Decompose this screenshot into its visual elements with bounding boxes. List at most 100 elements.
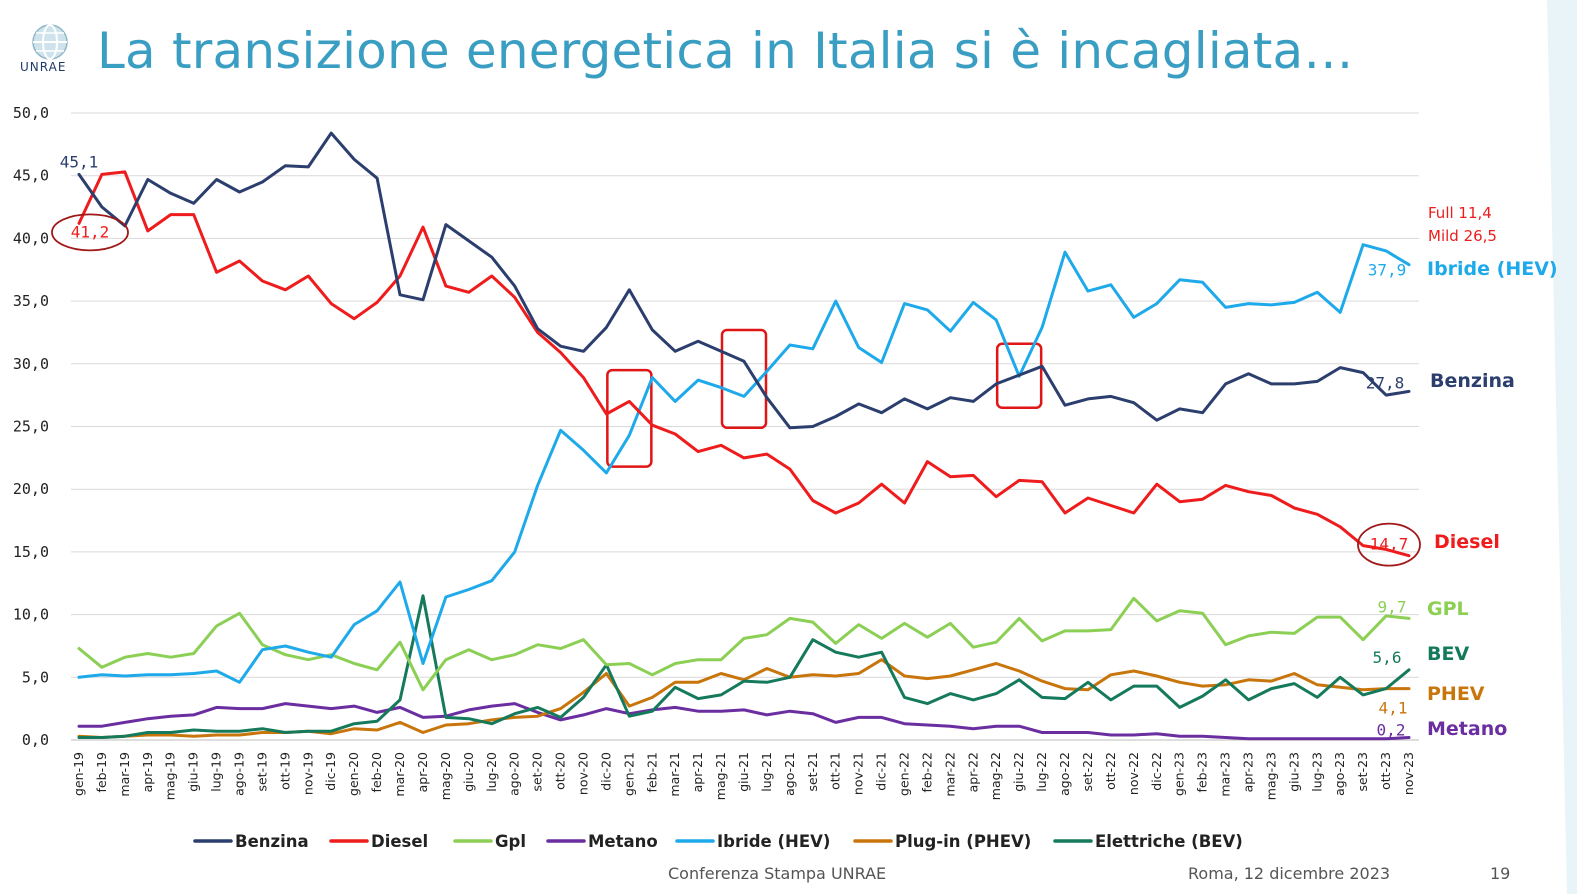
x-tick-label: ago-20 — [507, 752, 522, 796]
end-label-bev: BEV — [1427, 643, 1469, 665]
x-tick-label: set-21 — [805, 752, 820, 792]
series-line-hev — [77, 243, 1411, 684]
x-tick-label: feb-19 — [94, 752, 109, 792]
x-tick-label: apr-19 — [140, 752, 155, 792]
value-label-metano: 0,2 — [1377, 720, 1406, 739]
x-tick-label: ago-19 — [232, 752, 247, 796]
y-tick-label: 45,0 — [13, 167, 49, 185]
value-label-diesel: 41,2 — [71, 222, 110, 241]
x-tick-label: lug-19 — [209, 752, 224, 792]
x-tick-label: ott-19 — [277, 752, 292, 790]
x-tick-label: mag-19 — [163, 752, 178, 800]
grid-lines — [71, 112, 1419, 741]
x-tick-label: ott-22 — [1103, 752, 1118, 790]
y-tick-label: 50,0 — [13, 104, 49, 122]
x-tick-label: dic-20 — [598, 752, 613, 791]
x-tick-label: lug-23 — [1309, 752, 1324, 792]
y-tick-label: 40,0 — [13, 229, 49, 247]
end-label-metano: Metano — [1427, 718, 1507, 740]
x-tick-label: ott-20 — [553, 752, 568, 790]
legend-label-gpl: Gpl — [495, 832, 526, 851]
series-line-benzina — [77, 131, 1411, 430]
end-label-hev: Ibride (HEV) — [1427, 258, 1558, 280]
end-label-benzina: Benzina — [1430, 370, 1515, 392]
x-tick-label: dic-19 — [323, 752, 338, 791]
series-line-metano — [77, 702, 1411, 741]
x-tick-label: set-20 — [530, 752, 545, 792]
slide-title: La transizione energetica in Italia si è… — [97, 22, 1354, 80]
value-label-phev: 4,1 — [1379, 699, 1408, 718]
highlight-circle — [51, 213, 129, 252]
legend-label-phev: Plug-in (PHEV) — [895, 832, 1031, 851]
page-number: 19 — [1490, 864, 1511, 883]
y-tick-label: 35,0 — [13, 292, 49, 310]
x-tick-label: mag-20 — [438, 752, 453, 800]
x-tick-label: giu-23 — [1286, 752, 1301, 792]
highlight-boxes — [606, 328, 1043, 468]
series-line-phev — [77, 658, 1411, 739]
x-tick-label: ott-21 — [828, 752, 843, 790]
x-tick-label: lug-21 — [759, 752, 774, 792]
x-tick-label: gen-19 — [71, 752, 86, 796]
series-end-labels: Ibride (HEV) Benzina Diesel GPL BEV PHEV Metan… — [1427, 258, 1558, 740]
value-label-gpl: 9,7 — [1378, 597, 1407, 616]
highlight-box — [720, 328, 768, 430]
x-tick-label: mag-22 — [988, 752, 1003, 800]
y-tick-label: 30,0 — [13, 355, 49, 373]
end-label-gpl: GPL — [1427, 598, 1469, 620]
legend-label-metano: Metano — [588, 832, 658, 851]
x-tick-label: set-22 — [1080, 752, 1095, 792]
x-tick-label: giu-22 — [1011, 752, 1026, 792]
x-tick-label: nov-23 — [1401, 752, 1416, 795]
x-tick-label: nov-20 — [575, 752, 590, 795]
x-tick-label: mar-23 — [1218, 752, 1233, 797]
y-tick-label: 15,0 — [13, 543, 49, 561]
x-tick-label: apr-20 — [415, 752, 430, 792]
x-tick-label: gen-22 — [897, 752, 912, 796]
annotation-note: Full 11,4 — [1428, 204, 1492, 222]
series-line-gpl — [77, 596, 1411, 692]
x-tick-label: ott-23 — [1378, 752, 1393, 790]
x-tick-label: feb-23 — [1195, 752, 1210, 792]
highlight-box — [995, 342, 1043, 409]
value-label-bev: 5,6 — [1373, 648, 1402, 667]
y-tick-label: 20,0 — [13, 480, 49, 498]
x-tick-label: mag-21 — [713, 752, 728, 800]
logo-text: UNRAE — [20, 60, 67, 74]
x-tick-label: gen-21 — [621, 752, 636, 796]
annotations: Full 11,4 Mild 26,5 — [1428, 204, 1497, 245]
x-tick-label: set-23 — [1355, 752, 1370, 792]
x-tick-label: mag-23 — [1263, 752, 1278, 800]
x-tick-label: dic-21 — [874, 752, 889, 791]
x-tick-label: feb-20 — [369, 752, 384, 792]
x-tick-label: giu-21 — [736, 752, 751, 792]
x-tick-label: mar-21 — [667, 752, 682, 797]
x-tick-label: mar-22 — [942, 752, 957, 797]
y-tick-label: 25,0 — [13, 418, 49, 436]
x-tick-label: lug-22 — [1034, 752, 1049, 792]
x-tick-label: gen-20 — [346, 752, 361, 796]
x-tick-label: nov-21 — [851, 752, 866, 795]
x-tick-label: apr-22 — [965, 752, 980, 792]
footer-date: Roma, 12 dicembre 2023 — [1188, 864, 1391, 883]
x-tick-label: gen-23 — [1172, 752, 1187, 796]
legend-label-benzina: Benzina — [235, 832, 309, 851]
x-tick-label: feb-22 — [919, 752, 934, 792]
y-tick-label: 0,0 — [22, 731, 49, 749]
annotation-note: Mild 26,5 — [1428, 227, 1497, 245]
series-line-bev — [77, 594, 1411, 739]
legend-label-hev: Ibride (HEV) — [717, 832, 830, 851]
x-tick-label: apr-23 — [1240, 752, 1255, 792]
end-label-diesel: Diesel — [1434, 531, 1500, 553]
highlight-circle — [1357, 522, 1421, 567]
value-label-hev: 37,9 — [1368, 261, 1407, 280]
end-label-phev: PHEV — [1427, 683, 1485, 705]
x-tick-label: feb-21 — [644, 752, 659, 792]
x-tick-label: giu-20 — [461, 752, 476, 792]
x-tick-label: giu-19 — [186, 752, 201, 792]
x-axis-ticks: gen-19 feb-19 mar-19 apr-19 mag-19 giu-19 lug-… — [71, 752, 1416, 800]
x-tick-label: nov-19 — [300, 752, 315, 795]
legend: Benzina Diesel Gpl Metano Ibride (HEV) Plug-i… — [193, 832, 1243, 851]
x-tick-label: ago-23 — [1332, 752, 1347, 796]
x-tick-label: mar-20 — [392, 752, 407, 797]
